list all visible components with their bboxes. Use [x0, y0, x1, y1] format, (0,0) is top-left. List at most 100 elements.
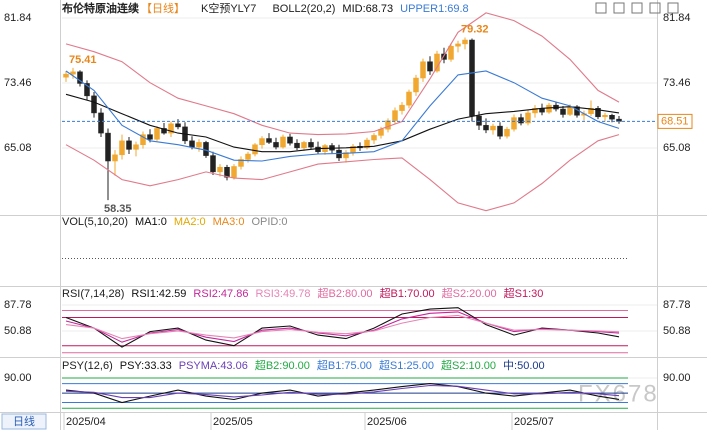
candle-body: [84, 83, 90, 97]
candle-body: [406, 91, 412, 106]
legend-entry: MID:68.73: [342, 3, 393, 15]
candle-body: [385, 120, 391, 130]
last-price-label: 68.51: [661, 115, 689, 127]
panel-plot: [62, 304, 657, 354]
candle-body: [602, 115, 608, 118]
toolbar-button[interactable]: [631, 2, 643, 14]
indicator-label: BOLL2(20,2): [272, 3, 335, 15]
candle-body: [413, 77, 419, 93]
candle-body: [266, 138, 272, 143]
candle-body: [203, 142, 209, 156]
toolbar-button[interactable]: [667, 2, 679, 14]
candle-body: [609, 115, 615, 120]
indicator-label: PSY(12,6): [62, 360, 113, 372]
price-annotation: 58.35: [104, 203, 132, 215]
candle-body: [140, 134, 146, 145]
signal-label: K空预YLY7: [201, 1, 256, 15]
y-tick-label: 81.84: [4, 12, 32, 24]
level-legend: 超B2:80.00: [318, 286, 373, 300]
candle-body: [252, 144, 258, 155]
y-tick-label: 87.78: [663, 299, 691, 311]
candle-body: [371, 135, 377, 141]
legend-entry: RSI1:42.59: [131, 288, 186, 300]
y-tick-label: 50.88: [663, 325, 691, 337]
y-tick-label: 73.46: [4, 77, 32, 89]
candle-body: [245, 153, 251, 160]
candle-body: [497, 125, 503, 137]
legend-entry: MA3:0: [213, 216, 245, 228]
candle-body: [77, 71, 83, 84]
toolbar-button[interactable]: [595, 2, 607, 14]
level-legend: 超B1:70.00: [380, 286, 435, 300]
legend-entry: UPPER1:69.8: [400, 3, 468, 15]
candle-body: [224, 166, 230, 178]
x-tick-label: 2025/07: [514, 416, 554, 428]
candle-body: [392, 110, 398, 121]
candle-body: [91, 95, 97, 114]
candle-body: [98, 112, 104, 134]
candle-body: [105, 132, 111, 162]
candle-body: [112, 154, 118, 162]
indicator-line: [65, 134, 620, 212]
indicator-label: VOL(5,10,20): [62, 216, 128, 228]
candle-body: [518, 117, 524, 124]
candle-body: [462, 39, 468, 45]
panel-plot: [62, 377, 657, 409]
candle-body: [196, 142, 202, 148]
legend-entry: OPID:0: [251, 216, 287, 228]
period-tab[interactable]: 日线: [13, 414, 35, 428]
instrument-title: 布伦特原油连续: [62, 1, 139, 15]
candle-body: [546, 104, 552, 113]
y-tick-label: 81.84: [663, 12, 691, 24]
y-tick-label: 65.08: [663, 142, 691, 154]
candle-body: [315, 146, 321, 152]
level-legend: 超S1:25.00: [379, 358, 434, 372]
candle-body: [280, 136, 286, 148]
candle-body: [63, 73, 69, 78]
legend-entry: PSYMA:43.06: [179, 360, 248, 372]
candle-body: [364, 139, 370, 149]
x-tick-label: 2025/04: [66, 416, 106, 428]
y-tick-label: 73.46: [663, 77, 691, 89]
candle-body: [133, 144, 139, 150]
candle-body: [154, 128, 160, 140]
last-price-box: [657, 113, 693, 129]
x-tick-label: 2025/05: [213, 416, 253, 428]
indicator-line: [65, 307, 620, 348]
candle-body: [126, 140, 132, 150]
level-legend: 中:50.00: [503, 359, 545, 372]
candle-body: [525, 112, 531, 124]
candle-body: [210, 155, 216, 173]
candle-body: [168, 123, 174, 134]
candle-body: [147, 134, 153, 140]
y-tick-label: 65.08: [4, 142, 32, 154]
toolbar-button[interactable]: [649, 2, 661, 14]
candle-body: [119, 140, 125, 156]
candle-body: [427, 61, 433, 72]
legend-entry: PSY:33.33: [120, 360, 172, 372]
level-legend: 超S1:30: [504, 286, 544, 300]
candle-body: [217, 166, 223, 173]
candle-body: [504, 128, 510, 137]
candle-body: [511, 117, 517, 130]
candle-body: [483, 125, 489, 131]
candle-body: [175, 123, 181, 128]
candle-body: [259, 138, 265, 145]
indicator-line: [65, 384, 620, 399]
candle-body: [595, 108, 601, 118]
legend-entry: MA2:0: [174, 216, 206, 228]
indicator-line: [65, 70, 620, 162]
tab-box[interactable]: [1, 413, 47, 430]
candle-body: [238, 159, 244, 167]
candle-body: [476, 115, 482, 126]
candle-body: [301, 142, 307, 149]
candle-body: [287, 136, 293, 144]
y-tick-label: 90.00: [663, 372, 691, 384]
toolbar-button[interactable]: [613, 2, 625, 14]
candle-body: [343, 152, 349, 159]
candle-body: [420, 61, 426, 79]
level-legend: 超S2:20.00: [442, 286, 497, 300]
candle-body: [469, 39, 475, 117]
indicator-line: [65, 12, 620, 136]
